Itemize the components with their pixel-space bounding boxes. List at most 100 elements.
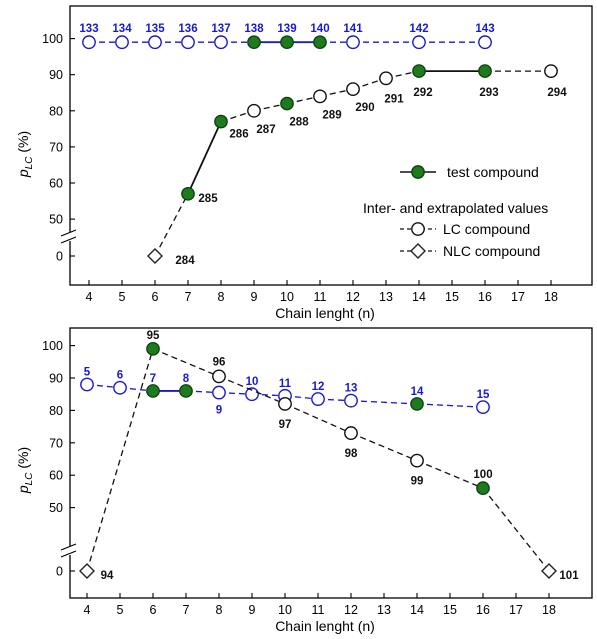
axis-break-gap: [62, 546, 76, 555]
data-label-96: 96: [213, 356, 226, 368]
data-label-289: 289: [322, 109, 341, 121]
axis-break-line: [60, 550, 77, 558]
data-point-284: [147, 248, 163, 264]
data-label-137: 137: [211, 23, 230, 35]
x-tick-label: 12: [344, 603, 358, 617]
x-tick-label: 15: [443, 603, 457, 617]
data-label-12: 12: [312, 381, 325, 393]
data-label-136: 136: [178, 23, 197, 35]
data-point-95: [146, 341, 160, 356]
data-point-96: [212, 369, 226, 384]
series-dashed-segment: [416, 403, 484, 408]
data-label-134: 134: [112, 23, 132, 35]
y-axis-label: pLC (%): [15, 131, 35, 178]
data-label-99: 99: [411, 476, 424, 488]
y-axis-label-sub: LC: [24, 156, 35, 170]
data-label-291: 291: [384, 93, 404, 105]
legend-nlc-marker: [410, 243, 426, 259]
y-axis: 0 50 60 70 80 90 100 pLC (%): [15, 339, 77, 579]
y-tick-label: 60: [49, 177, 63, 191]
data-point-287: [247, 103, 261, 118]
y-tick-label: 0: [56, 250, 63, 264]
x-axis: 4 5 6 7 8 9 10 11 12 13 14 15 16 17 18 Chain lenght (n): [86, 280, 558, 321]
x-tick-label: 4: [86, 290, 93, 304]
data-point-101: [541, 563, 557, 579]
axis-break-gap: [62, 232, 76, 241]
axis-break-mark: [60, 543, 77, 558]
x-tick-label: 10: [278, 603, 292, 617]
legend-test-label: test compound: [447, 164, 539, 180]
chart-panel-1: 4 5 6 7 8 9 10 11 12 13 14 15 16 17 18 Chain lenght (n)…: [15, 5, 593, 321]
y-axis-label: pLC (%): [15, 447, 35, 494]
x-tick-label: 5: [117, 603, 124, 617]
data-point-289: [313, 89, 327, 104]
data-label-140: 140: [310, 23, 329, 35]
series-dashed-segment: [154, 193, 189, 257]
data-point-136: [181, 35, 195, 50]
data-point-97: [278, 397, 292, 411]
series-dashed-segment: [218, 375, 286, 405]
x-tick-label: 4: [84, 603, 91, 617]
y-tick-label: 100: [42, 32, 63, 46]
y-axis-label-main: p: [15, 169, 31, 178]
y-tick-label: 70: [49, 140, 63, 154]
y-tick-label: 90: [49, 372, 63, 386]
data-label-10: 10: [246, 376, 259, 388]
legend: test compound Inter- and extrapolated val…: [363, 164, 548, 259]
y-tick-label: 60: [49, 469, 63, 483]
series-dashed-segment: [86, 348, 154, 572]
data-label-13: 13: [345, 383, 358, 395]
data-point-6: [113, 380, 127, 395]
x-axis-label: Chain lenght (n): [275, 305, 375, 321]
data-label-290: 290: [355, 102, 374, 114]
data-label-142: 142: [409, 23, 428, 35]
x-tick-label: 13: [377, 603, 391, 617]
series-dashed-segment: [350, 432, 418, 462]
series-blue: 133 134 135 136 137 138 139 140 141 142 143: [79, 23, 495, 50]
data-label-284: 284: [175, 255, 195, 267]
chart-panel-2: 4 5 6 7 8 9 10 11 12 13 14 15 16 17 18 Chain lenght (n)…: [15, 327, 593, 634]
data-point-15: [476, 400, 490, 415]
data-point-5: [80, 377, 94, 392]
x-tick-label: 6: [152, 290, 159, 304]
data-label-139: 139: [277, 23, 296, 35]
data-point-138: [247, 35, 261, 50]
y-tick-label: 100: [42, 339, 63, 353]
data-label-101: 101: [559, 570, 579, 582]
data-label-292: 292: [413, 87, 432, 99]
x-tick-label: 15: [445, 290, 459, 304]
data-label-5: 5: [84, 366, 91, 378]
data-label-15: 15: [477, 389, 490, 401]
data-point-9: [212, 385, 226, 400]
data-label-14: 14: [411, 386, 424, 398]
series-dashed-segment: [152, 348, 220, 377]
x-axis: 4 5 6 7 8 9 10 11 12 13 14 15 16 17 18 Chain lenght (n): [84, 593, 556, 634]
legend-nlc-label: NLC compound: [443, 243, 540, 259]
y-axis-label-unit: (%): [15, 131, 31, 157]
series-solid-segment: [187, 121, 222, 195]
axis-break-line: [60, 236, 77, 244]
data-label-294: 294: [547, 87, 567, 99]
data-label-9: 9: [216, 405, 222, 417]
x-tick-label: 6: [150, 603, 157, 617]
x-tick-label: 14: [412, 290, 426, 304]
data-label-287: 287: [256, 124, 275, 136]
data-point-134: [115, 35, 129, 50]
data-label-288: 288: [289, 117, 309, 129]
data-point-7: [146, 384, 160, 398]
data-label-133: 133: [79, 23, 98, 35]
series-blue: 5 6 7 8 9 10 11 12 13 14 15: [80, 366, 490, 417]
x-tick-label: 16: [478, 290, 492, 304]
y-tick-label: 90: [49, 68, 63, 82]
data-label-98: 98: [345, 448, 358, 460]
data-label-293: 293: [479, 87, 498, 99]
data-point-135: [148, 35, 162, 50]
plot-frame: [69, 5, 593, 286]
data-point-293: [478, 64, 492, 78]
data-point-139: [280, 35, 294, 50]
data-label-8: 8: [183, 373, 190, 385]
x-tick-label: 16: [476, 603, 490, 617]
y-axis-label-unit: (%): [15, 447, 31, 473]
data-label-11: 11: [279, 378, 292, 390]
